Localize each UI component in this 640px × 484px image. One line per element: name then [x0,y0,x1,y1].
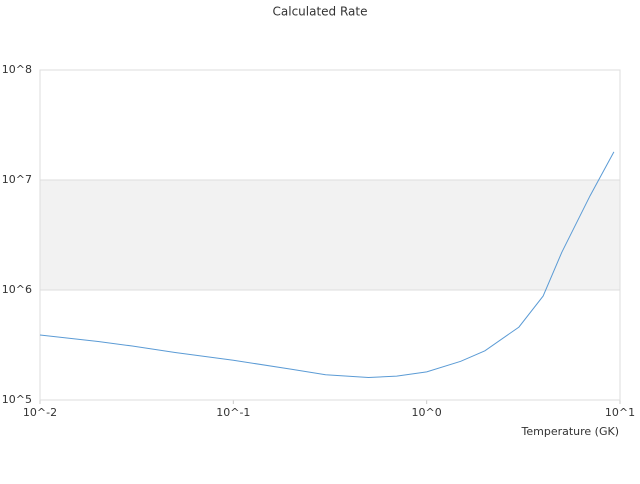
x-tick-label: 10^0 [412,406,442,419]
chart-title: Calculated Rate [273,5,368,19]
plot-border [39,69,621,401]
x-tick-label: 10^-1 [216,406,250,419]
y-tick-label: 10^5 [2,393,32,406]
x-tick-label: 10^-2 [23,406,57,419]
data-line [39,151,615,379]
x-axis-label: Temperature (GK) [521,425,620,438]
y-tick-label: 10^7 [2,173,32,186]
y-tick-label: 10^8 [2,63,32,76]
y-tick-label: 10^6 [2,283,32,296]
x-tick-label: 10^1 [605,406,635,419]
grid-band [40,180,620,290]
